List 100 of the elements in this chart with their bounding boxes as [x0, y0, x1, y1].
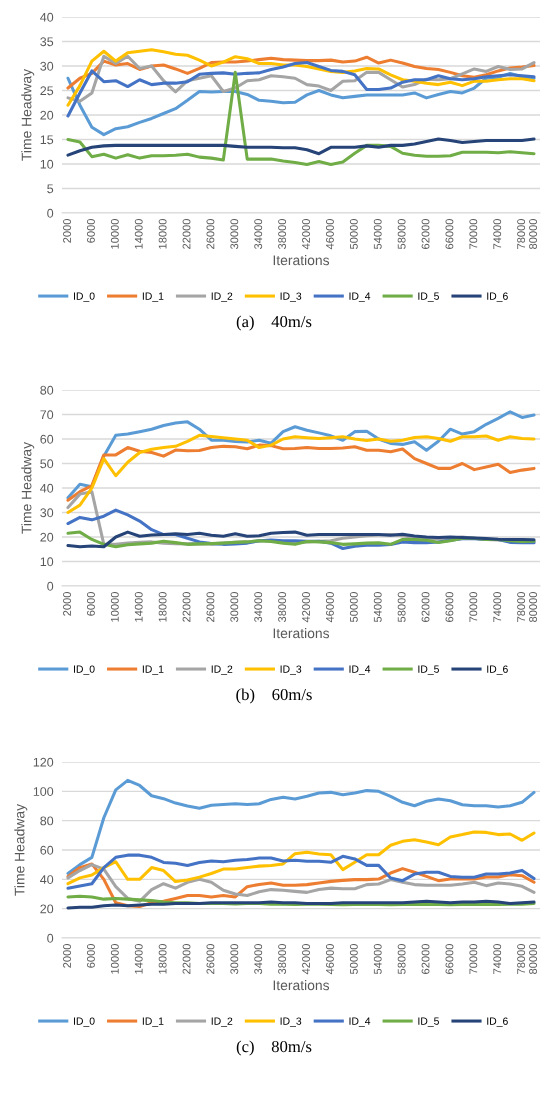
x-tick-label: 54000 [373, 218, 382, 250]
legend-label: ID_4 [349, 1017, 371, 1027]
x-tick-label: 26000 [206, 218, 215, 249]
x-tick-label: 22000 [182, 218, 191, 249]
x-tick-label: 38000 [278, 943, 287, 975]
line-series [66, 443, 536, 502]
line-series [66, 899, 536, 910]
legend-label: ID_4 [349, 292, 371, 302]
y-tick-label: 60 [40, 434, 54, 444]
legend-label: ID_1 [142, 665, 164, 675]
y-tick-label: 20 [40, 110, 54, 120]
x-tick-label: 18000 [158, 218, 167, 249]
legend-label: ID_1 [142, 1017, 164, 1027]
line-series [66, 48, 536, 107]
y-axis-title: Time Headway [14, 803, 28, 896]
y-tick-label: 40 [40, 12, 54, 22]
x-tick-label: 54000 [373, 943, 382, 975]
x-tick-label: 78000 [517, 943, 526, 974]
legend-label: ID_3 [280, 665, 302, 675]
x-tick-label: 80000 [529, 591, 538, 622]
x-tick-label: 50000 [349, 591, 358, 623]
x-tick-label: 10000 [110, 591, 119, 622]
y-tick-label: 5 [47, 184, 54, 194]
x-tick-label: 34000 [254, 591, 263, 623]
line-series [66, 853, 536, 890]
x-tick-label: 14000 [134, 943, 143, 974]
y-axis-title: Time Headway [21, 441, 35, 534]
x-tick-label: 38000 [278, 218, 287, 250]
line-series [66, 61, 536, 118]
x-tick-label: 34000 [254, 943, 263, 975]
line-series [66, 70, 536, 167]
x-tick-label: 70000 [469, 218, 478, 249]
x-axis-title: Iterations [273, 255, 330, 266]
x-tick-label: 62000 [421, 591, 430, 622]
x-tick-label: 54000 [373, 591, 382, 623]
text: (c) 80m/s [236, 1040, 312, 1056]
legend-label: ID_0 [74, 1017, 95, 1027]
x-tick-label: 10000 [110, 218, 119, 249]
y-tick-label: 0 [47, 581, 54, 591]
x-tick-label: 78000 [517, 218, 526, 249]
line-series [66, 433, 536, 515]
x-tick-label: 42000 [302, 943, 310, 975]
legend-label: ID_2 [211, 292, 233, 302]
y-axis-title: Time Headway [21, 68, 35, 161]
y-tick-label: 40 [40, 483, 54, 493]
legend-label: ID_6 [487, 1017, 508, 1027]
x-tick-label: 50000 [349, 943, 358, 975]
y-tick-label: 0 [47, 208, 54, 218]
legend-label: ID_0 [74, 292, 95, 302]
legend-label: ID_4 [349, 665, 371, 675]
legend-label: ID_3 [280, 1017, 302, 1027]
y-tick-label: 10 [40, 159, 54, 169]
y-tick-label: 20 [40, 904, 54, 914]
x-tick-label: 80000 [529, 943, 538, 974]
x-tick-label: 74000 [493, 591, 502, 622]
y-tick-label: 30 [40, 61, 54, 71]
x-tick-label: 14000 [134, 218, 143, 249]
y-tick-label: 15 [40, 135, 54, 145]
y-tick-label: 30 [40, 508, 54, 518]
y-tick-label: 70 [40, 410, 54, 420]
x-tick-label: 30000 [230, 218, 239, 250]
x-tick-label: 80000 [529, 218, 538, 249]
x-tick-label: 42000 [302, 591, 310, 623]
y-tick-label: 10 [40, 557, 54, 567]
x-tick-label: 70000 [469, 591, 478, 622]
x-tick-label: 62000 [421, 218, 430, 249]
x-tick-label: 6000 [86, 943, 95, 968]
line-series [66, 778, 536, 875]
x-tick-label: 74000 [493, 943, 502, 974]
x-tick-label: 46000 [325, 591, 334, 623]
legend-label: ID_5 [418, 1017, 439, 1027]
legend-label: ID_5 [418, 292, 439, 302]
x-tick-label: 46000 [325, 943, 334, 975]
legend-label: ID_1 [142, 292, 164, 302]
y-tick-label: 80 [40, 385, 54, 395]
y-tick-label: 25 [40, 86, 54, 96]
x-tick-label: 18000 [158, 591, 167, 622]
x-tick-label: 14000 [134, 591, 143, 622]
legend-label: ID_2 [211, 1017, 233, 1027]
x-tick-label: 66000 [445, 218, 454, 249]
x-tick-label: 42000 [302, 218, 310, 250]
line-series [66, 830, 536, 886]
x-tick-label: 6000 [86, 218, 95, 243]
y-tick-label: 120 [33, 757, 54, 767]
x-tick-label: 66000 [445, 943, 454, 974]
x-tick-label: 34000 [254, 218, 263, 250]
x-tick-label: 62000 [421, 943, 430, 974]
x-tick-label: 58000 [397, 591, 406, 623]
x-tick-label: 2000 [63, 218, 71, 243]
y-tick-label: 100 [33, 787, 54, 796]
x-tick-label: 2000 [63, 591, 71, 616]
x-axis-title: Iterations [273, 980, 330, 991]
line-series [66, 137, 536, 157]
x-tick-label: 78000 [517, 591, 526, 622]
y-tick-label: 0 [47, 933, 54, 943]
y-tick-label: 60 [40, 845, 54, 855]
x-tick-label: 26000 [206, 591, 215, 622]
text: (b) 60m/s [236, 688, 312, 704]
x-axis-title: Iterations [273, 628, 330, 639]
x-tick-label: 30000 [230, 943, 239, 975]
